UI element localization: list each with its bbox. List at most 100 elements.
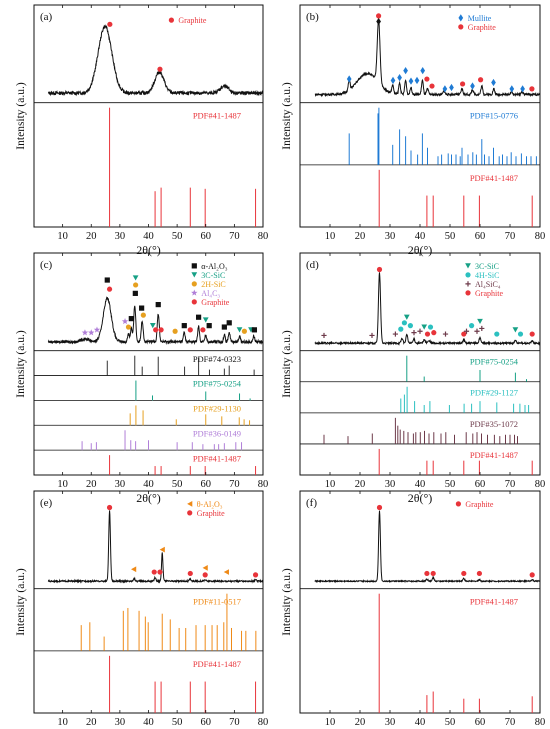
y-axis-label: Intensity (a.u.) [281, 330, 293, 398]
x-tick-label: 30 [385, 231, 396, 242]
phase-marker [252, 572, 259, 578]
x-tick-label: 70 [505, 479, 516, 490]
phase-marker [390, 76, 396, 85]
phase-marker [121, 318, 129, 325]
phase-marker [431, 330, 437, 336]
phase-marker [140, 312, 146, 318]
x-tick-label: 60 [475, 717, 486, 728]
phase-marker [376, 17, 381, 26]
x-tick-label: 40 [143, 479, 154, 490]
x-tick-label: 40 [415, 479, 426, 490]
phase-marker [474, 328, 480, 334]
x-tick-label: 40 [415, 231, 426, 242]
phase-marker [424, 331, 431, 337]
reference-pattern: PDF#41-1487 [109, 655, 257, 713]
panel-label: (d) [306, 259, 319, 271]
legend: Graphite [455, 500, 494, 509]
legend-marker [191, 272, 198, 278]
legend-label: Al₄SiC₄ [475, 280, 501, 289]
phase-marker [88, 329, 95, 336]
phase-marker [321, 332, 327, 339]
x-tick-label: 10 [57, 717, 68, 728]
phase-marker [491, 78, 496, 87]
phase-marker [463, 328, 470, 334]
panel-label: (a) [40, 11, 53, 23]
reference-label: PDF#41-1487 [470, 450, 518, 460]
x-tick-label: 20 [86, 231, 97, 242]
phase-marker [223, 569, 229, 575]
y-axis-label: Intensity (a.u.) [15, 330, 27, 398]
x-tick-label: 70 [229, 479, 240, 490]
x-tick-label: 50 [172, 717, 183, 728]
xrd-pattern-line [314, 510, 541, 584]
phase-marker [376, 266, 383, 273]
x-tick-label: 10 [325, 717, 336, 728]
phase-marker [153, 327, 159, 333]
reference-pattern: PDF#29-1130 [129, 404, 251, 426]
phase-marker [226, 320, 232, 326]
x-tick-label: 50 [172, 479, 183, 490]
x-tick-label: 70 [505, 717, 516, 728]
reference-label: PDF#75-0254 [470, 357, 519, 367]
x-tick-label: 40 [143, 717, 154, 728]
x-tick-label: 20 [355, 231, 366, 242]
phase-marker [158, 327, 164, 333]
phase-marker [420, 66, 426, 75]
reference-label: PDF#15-0776 [470, 111, 518, 121]
x-tick-label: 10 [57, 479, 68, 490]
legend-marker [458, 24, 464, 30]
reference-label: PDF#35-1072 [470, 419, 518, 429]
phase-marker [479, 325, 485, 332]
reference-pattern: PDF#75-0254 [135, 379, 251, 401]
reference-pattern: PDF#11-0517 [80, 593, 257, 651]
x-tick-label: 50 [445, 717, 456, 728]
x-tick-label: 10 [325, 231, 336, 242]
x-tick-label: 80 [258, 479, 269, 490]
legend-label: θ-Al₂O₃ [197, 500, 223, 509]
phase-marker [427, 324, 434, 330]
phase-marker [187, 570, 193, 577]
phase-marker [106, 286, 113, 292]
phase-marker [403, 66, 408, 75]
legend-label: 4H-SiC [475, 271, 499, 280]
legend-label: α-Al₂O₃ [201, 262, 227, 271]
x-tick-label: 20 [86, 717, 97, 728]
phase-marker [157, 66, 163, 72]
phase-marker [132, 275, 139, 281]
reference-pattern: PDF#35-1072 [323, 417, 518, 444]
phase-marker [469, 323, 475, 329]
phase-marker [251, 327, 258, 333]
legend-marker [191, 281, 197, 287]
reference-label: PDF#41-1487 [193, 659, 241, 669]
xrd-pattern-line [47, 510, 264, 584]
phase-marker [172, 328, 178, 334]
phase-marker [424, 570, 430, 577]
panel-label: (b) [306, 11, 319, 23]
legend-marker [187, 501, 193, 507]
phase-marker [494, 331, 500, 337]
x-tick-label: 10 [57, 231, 68, 242]
phase-marker [461, 331, 467, 337]
xrd-pattern-line [314, 272, 541, 346]
x-tick-label: 30 [115, 717, 126, 728]
panel-label: (c) [40, 259, 53, 271]
x-tick-label: 20 [355, 479, 366, 490]
phase-marker [132, 290, 138, 296]
reference-pattern: PDF#74-0323 [106, 354, 255, 376]
legend-label: Graphite [197, 509, 225, 518]
legend-label: 3C-SiC [475, 262, 499, 271]
x-tick-label: 70 [229, 231, 240, 242]
phase-marker [529, 331, 535, 337]
xrd-panel: PDF#41-148710203040506070802θ(°)Intensit… [281, 490, 545, 728]
phase-marker [430, 570, 436, 577]
reference-pattern: PDF#41-1487 [109, 453, 257, 475]
x-tick-label: 60 [201, 231, 212, 242]
reference-label: PDF#41-1487 [470, 173, 518, 183]
reference-pattern: PDF#41-1487 [378, 593, 533, 713]
phase-marker [157, 569, 163, 575]
